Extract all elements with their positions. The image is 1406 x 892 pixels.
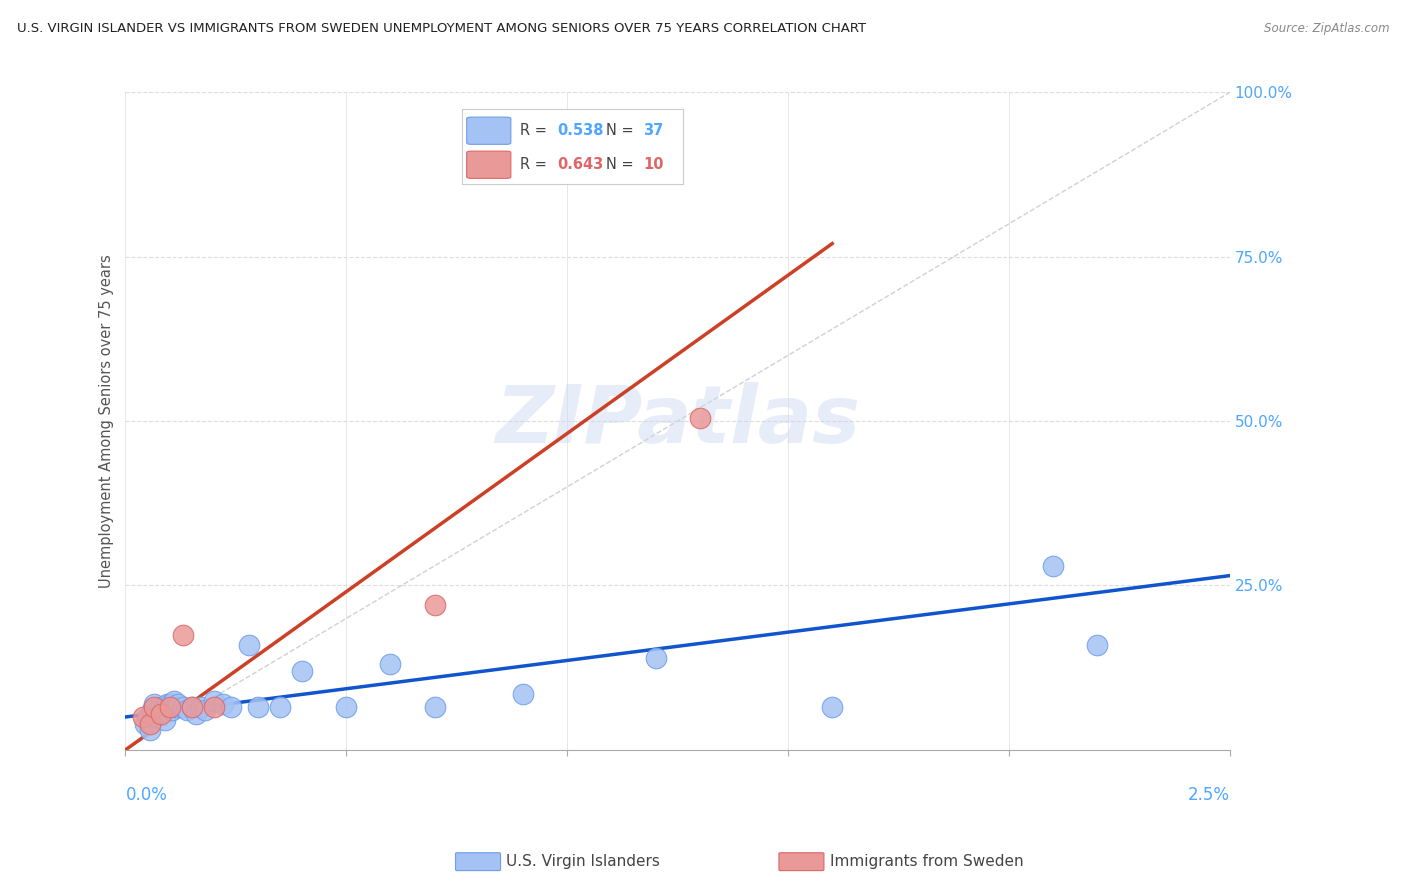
Text: 0.0%: 0.0%	[125, 786, 167, 804]
Point	[180, 700, 202, 714]
Text: U.S. VIRGIN ISLANDER VS IMMIGRANTS FROM SWEDEN UNEMPLOYMENT AMONG SENIORS OVER 7: U.S. VIRGIN ISLANDER VS IMMIGRANTS FROM …	[17, 22, 866, 36]
Point	[143, 700, 166, 714]
Point	[186, 706, 208, 721]
Text: Immigrants from Sweden: Immigrants from Sweden	[830, 855, 1024, 869]
Point	[163, 693, 186, 707]
Point	[152, 703, 174, 717]
Y-axis label: Unemployment Among Seniors over 75 years: Unemployment Among Seniors over 75 years	[100, 254, 114, 588]
Point	[148, 706, 170, 721]
Point	[335, 700, 357, 714]
Point	[246, 700, 269, 714]
Point	[172, 700, 194, 714]
Point	[689, 410, 711, 425]
Point	[165, 700, 187, 714]
Point	[132, 710, 155, 724]
Text: U.S. Virgin Islanders: U.S. Virgin Islanders	[506, 855, 659, 869]
Point	[167, 697, 190, 711]
Point	[644, 650, 666, 665]
Point	[156, 697, 179, 711]
Point	[159, 700, 181, 714]
Point	[139, 723, 162, 738]
Point	[380, 657, 402, 672]
Point	[143, 697, 166, 711]
Point	[155, 713, 177, 727]
Point	[821, 700, 844, 714]
Point	[512, 687, 534, 701]
Text: 2.5%: 2.5%	[1188, 786, 1230, 804]
Point	[149, 706, 172, 721]
Point	[136, 710, 159, 724]
Text: Source: ZipAtlas.com: Source: ZipAtlas.com	[1264, 22, 1389, 36]
Point	[202, 700, 225, 714]
Point	[238, 638, 260, 652]
Point	[134, 716, 156, 731]
Point	[180, 700, 202, 714]
Point	[172, 628, 194, 642]
Point	[176, 703, 198, 717]
Point	[1085, 638, 1108, 652]
Point	[194, 703, 217, 717]
Point	[145, 710, 167, 724]
Point	[423, 700, 446, 714]
Point	[423, 598, 446, 612]
Point	[160, 703, 183, 717]
Point	[141, 703, 163, 717]
Point	[159, 697, 181, 711]
Point	[149, 700, 172, 714]
Point	[269, 700, 291, 714]
Text: ZIPatlas: ZIPatlas	[495, 382, 860, 460]
Point	[139, 716, 162, 731]
Point	[1042, 558, 1064, 573]
Point	[202, 693, 225, 707]
Point	[291, 664, 314, 678]
Point	[190, 700, 212, 714]
Point	[221, 700, 243, 714]
Point	[211, 697, 233, 711]
